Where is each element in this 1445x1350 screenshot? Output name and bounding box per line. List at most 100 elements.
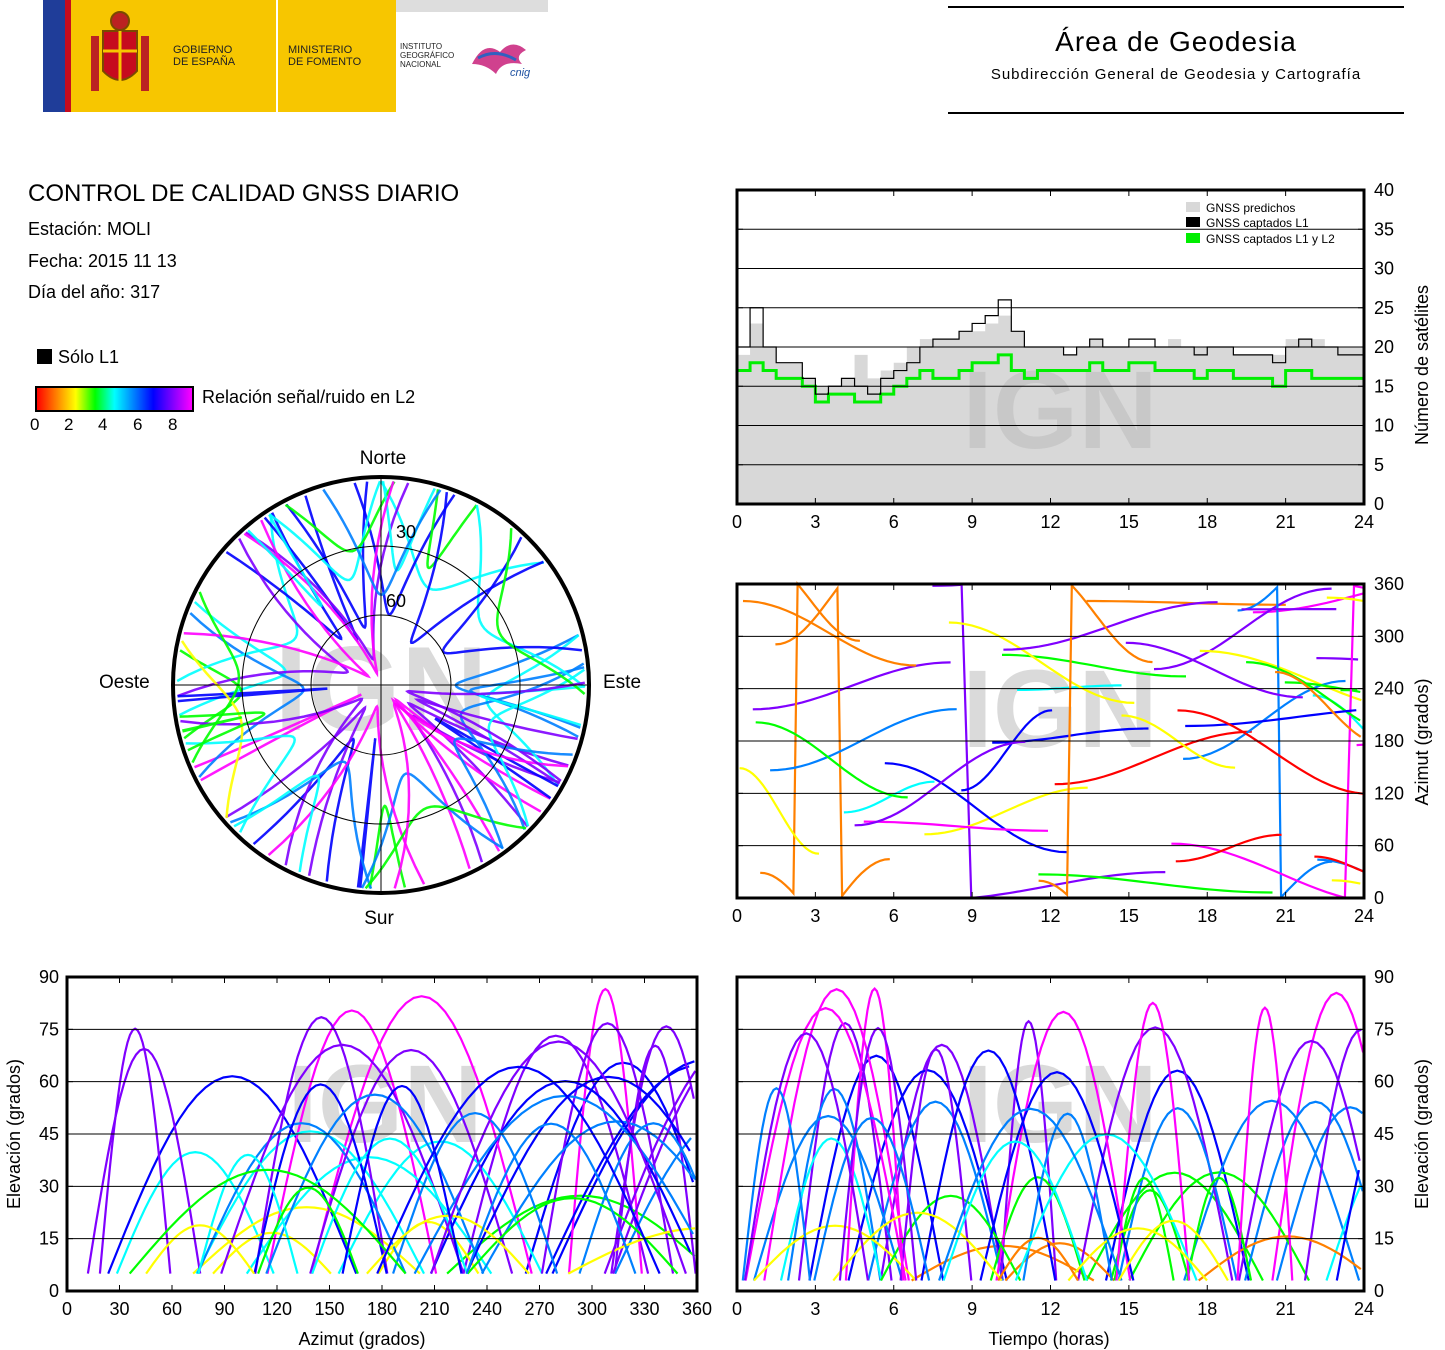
y-tick-label: 0: [1374, 888, 1384, 908]
south-label: Sur: [364, 908, 394, 929]
azimuth-track: [1125, 641, 1303, 699]
x-tick-label: 24: [1354, 1299, 1374, 1319]
satellite-track: [495, 528, 586, 695]
elevation-time-track: [1115, 1001, 1191, 1281]
satellite-track: [364, 805, 527, 890]
elevation-time-track: [752, 1114, 904, 1281]
x-tick-label: 300: [577, 1299, 607, 1319]
elevation-azimuth-track: [614, 1137, 692, 1275]
elevation-azimuth-track: [524, 1061, 695, 1274]
elevation-azimuth-track: [254, 1016, 389, 1274]
y-tick-label: 300: [1374, 626, 1404, 646]
elevation-azimuth-track: [446, 1194, 696, 1275]
x-tick-label: 210: [419, 1299, 449, 1319]
y-tick-label: 120: [1374, 783, 1404, 803]
satellite-track: [185, 734, 296, 833]
azimuth-track: [863, 820, 1049, 832]
x-tick-label: 360: [682, 1299, 712, 1319]
plot-frame: [735, 188, 1366, 506]
plot-frame: [735, 582, 1366, 900]
x-tick-label: 0: [732, 512, 742, 532]
elevation-time-track: [744, 1006, 907, 1281]
elevation-time-track: [797, 1021, 893, 1281]
legend-predicted: GNSS predichos: [1206, 201, 1295, 215]
satellite-track: [191, 591, 241, 764]
x-tick-label: 18: [1197, 906, 1217, 926]
snr-tick: 6: [133, 415, 143, 434]
azimuth-track: [1331, 879, 1361, 885]
elevation-time-axes: 0 15 30 45 60 75 90 0 3 6 9 12 15 18 21 24: [732, 967, 1394, 1319]
elevation-azimuth-chart: IGN 0 15 30 45 60 75 90 0 30 60 90 120 150 180 210 240 2…: [4, 967, 712, 1349]
ea-xlabel: Azimut (grados): [298, 1329, 425, 1349]
x-tick-label: 0: [732, 906, 742, 926]
ign-watermark: IGN: [962, 1043, 1158, 1166]
y-tick-label: 15: [39, 1229, 59, 1249]
x-tick-label: 18: [1197, 1299, 1217, 1319]
x-tick-label: 12: [1040, 906, 1060, 926]
elevation-azimuth-track: [265, 1093, 485, 1274]
y-tick-label: 30: [1374, 259, 1394, 279]
spain-flag-stripe: [43, 0, 65, 112]
elevation-time-track: [1022, 1112, 1113, 1281]
snr-tick: 8: [168, 415, 178, 434]
elevation-time-track: [997, 1236, 1079, 1282]
azimuth-track: [1199, 649, 1362, 702]
azimuth-time-axes: 0 60 120 180 240 300 360 0 3 6 9 12 15 18 21 24: [732, 574, 1404, 926]
satellite-track: [405, 681, 586, 782]
skyplot-chart: IGN 30 60 Norte Sur Este Oeste: [100, 448, 641, 929]
elevation-azimuth-track: [462, 1034, 650, 1274]
elevation-azimuth-track: [86, 1047, 202, 1274]
report-title: CONTROL DE CALIDAD GNSS DIARIO: [28, 180, 460, 207]
satellite-track: [225, 705, 367, 876]
north-label: Norte: [360, 448, 406, 469]
elevation-azimuth-track: [220, 1043, 465, 1274]
satellite-track: [392, 702, 569, 889]
y-tick-label: 45: [39, 1124, 59, 1144]
elevation-time-track: [813, 1116, 931, 1281]
legend-swatch-l1: [1186, 217, 1200, 227]
snr-tick: 2: [64, 415, 74, 434]
azimuth-track: [1284, 681, 1361, 693]
elevation-azimuth-track: [341, 1084, 463, 1274]
snr-tick: 4: [98, 415, 108, 434]
elevation-time-track: [995, 1010, 1132, 1281]
elevation-time-track: [942, 1140, 1088, 1281]
x-tick-label: 24: [1354, 512, 1374, 532]
elevation-time-track: [838, 1026, 918, 1281]
coat-of-arms-icon: [91, 11, 149, 91]
gobierno-logo: GOBIERNO DE ESPAÑA: [71, 0, 276, 112]
y-tick-label: 25: [1374, 298, 1394, 318]
ea-ylabel: Elevación (grados): [4, 1059, 24, 1209]
x-tick-label: 9: [967, 512, 977, 532]
y-tick-label: 45: [1374, 1124, 1394, 1144]
y-tick-label: 360: [1374, 574, 1404, 594]
satellite-track: [247, 514, 323, 607]
satellite-track: [180, 640, 244, 819]
satellite-track: [356, 737, 377, 888]
elevation-azimuth-track: [145, 1224, 255, 1275]
satellite-track: [177, 538, 350, 698]
cnig-logo-icon: cnig: [472, 44, 531, 79]
elevation-time-track: [847, 1069, 1008, 1281]
legend-l1l2: GNSS captados L1 y L2: [1206, 232, 1335, 246]
azimuth-track: [1246, 661, 1361, 722]
azimuth-track: [1171, 584, 1364, 900]
elevation-time-chart: IGN 0 15 30 45 60 75 90 0 3 6 9 12 15 18 21 24 Tiempo (…: [732, 967, 1432, 1349]
x-tick-label: 150: [314, 1299, 344, 1319]
elevation-time-track: [832, 1211, 1003, 1282]
y-tick-label: 15: [1374, 376, 1394, 396]
azimuth-track: [854, 740, 1026, 827]
elevation-time-track: [808, 1054, 945, 1281]
elevation-azimuth-axes: 0 15 30 45 60 75 90 0 30 60 90 120 150 180 210 240 270 30…: [39, 967, 712, 1319]
elevation-time-track: [1237, 1039, 1361, 1281]
azimuth-track: [1038, 582, 1153, 898]
satellite-track: [475, 504, 586, 689]
series-predicted-area: [737, 315, 1364, 504]
elevation-time-track: [938, 1107, 1123, 1281]
elevation-azimuth-track: [430, 1040, 687, 1274]
x-tick-label: 15: [1119, 906, 1139, 926]
azimuth-track: [948, 621, 1135, 704]
elevation-time-track: [1236, 1006, 1294, 1281]
y-tick-label: 20: [1374, 337, 1394, 357]
legend-l1: GNSS captados L1: [1206, 216, 1309, 230]
